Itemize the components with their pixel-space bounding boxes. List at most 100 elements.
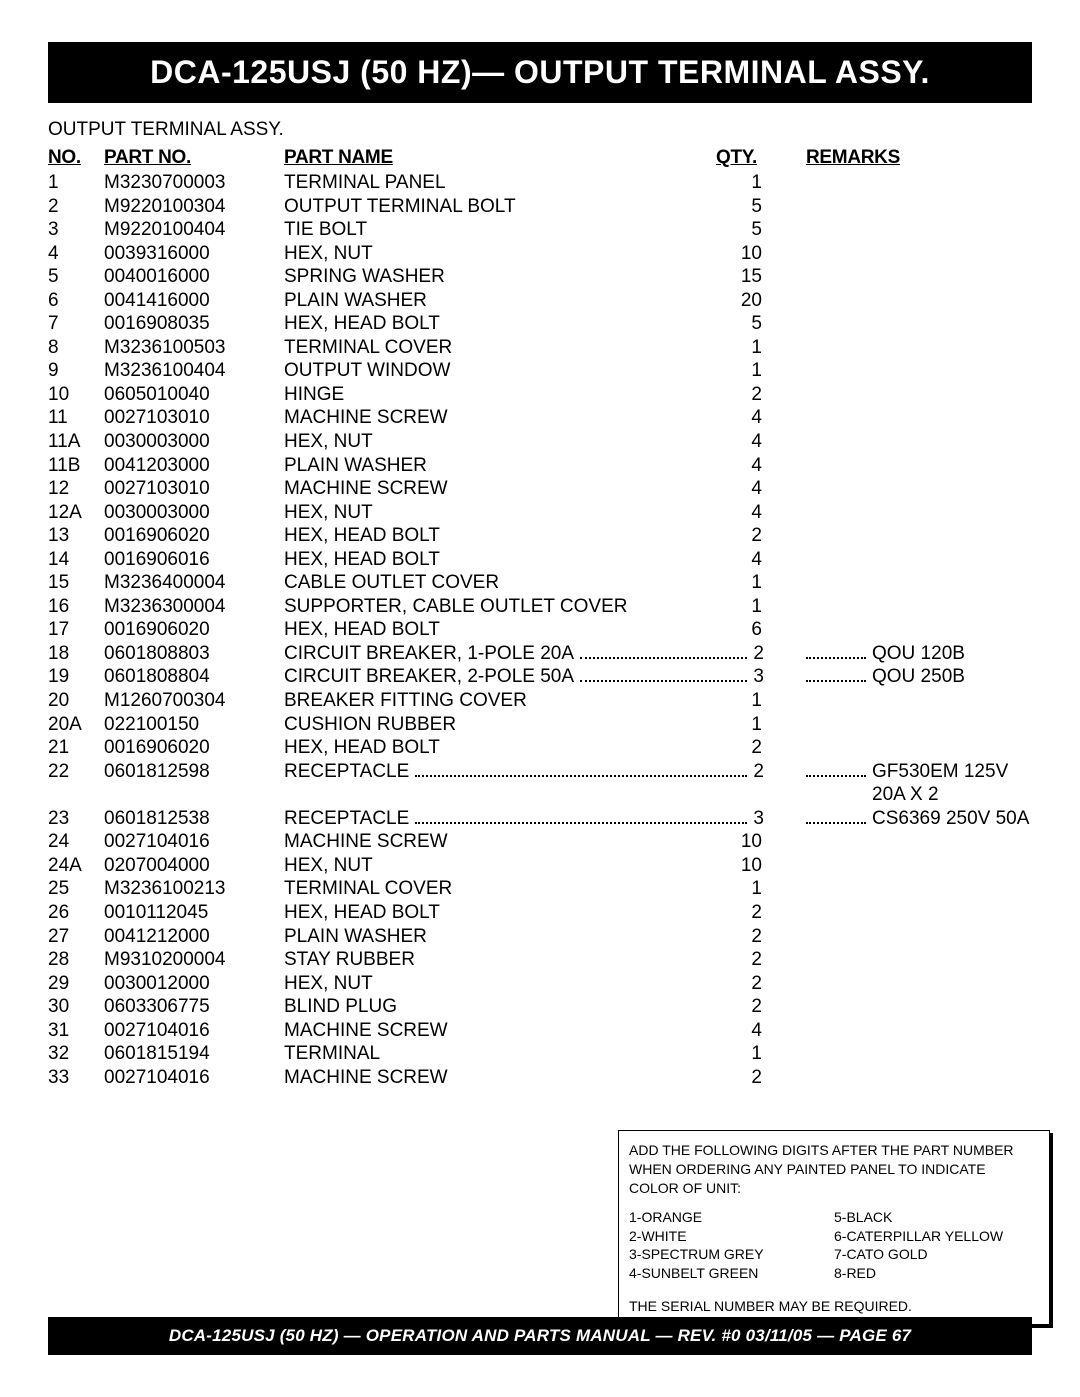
cell-remarks bbox=[764, 218, 1032, 242]
table-row: 260010112045HEX, HEAD BOLT2 bbox=[48, 901, 1032, 925]
cell-remarks bbox=[764, 948, 1032, 972]
col-no: NO. bbox=[48, 147, 104, 171]
cell-remarks bbox=[764, 501, 1032, 525]
col-qty: QTY. bbox=[716, 147, 764, 171]
cell-partno: 0016908035 bbox=[104, 312, 284, 336]
cell-partname: PLAIN WASHER bbox=[284, 454, 716, 478]
cell-remarks bbox=[764, 477, 1032, 501]
table-row: 130016906020HEX, HEAD BOLT2 bbox=[48, 524, 1032, 548]
cell-qty: 2 bbox=[716, 925, 764, 949]
cell-remarks bbox=[764, 713, 1032, 737]
cell-qty: 10 bbox=[716, 242, 764, 266]
table-row: 20A022100150CUSHION RUBBER1 bbox=[48, 713, 1032, 737]
table-row: 11B0041203000PLAIN WASHER4 bbox=[48, 454, 1032, 478]
table-row: 180601808803CIRCUIT BREAKER, 1-POLE 20A2… bbox=[48, 642, 1032, 666]
cell-remarks bbox=[764, 548, 1032, 572]
cell-qty: 1 bbox=[716, 171, 764, 195]
cell-remarks bbox=[764, 901, 1032, 925]
cell-partno: 0041212000 bbox=[104, 925, 284, 949]
cell-qty: 4 bbox=[716, 406, 764, 430]
cell-partname: SUPPORTER, CABLE OUTLET COVER bbox=[284, 595, 716, 619]
cell-no: 14 bbox=[48, 548, 104, 572]
cell-remarks bbox=[764, 524, 1032, 548]
table-row: 240027104016MACHINE SCREW10 bbox=[48, 830, 1032, 854]
cell-remarks bbox=[764, 595, 1032, 619]
footer-band: DCA-125USJ (50 HZ) — OPERATION AND PARTS… bbox=[48, 1317, 1032, 1355]
table-row: 8M3236100503TERMINAL COVER1 bbox=[48, 336, 1032, 360]
cell-partno: 0030003000 bbox=[104, 430, 284, 454]
cell-partname: TERMINAL COVER bbox=[284, 336, 716, 360]
cell-no: 16 bbox=[48, 595, 104, 619]
table-row: 12A0030003000HEX, NUT4 bbox=[48, 501, 1032, 525]
cell-qty: 5 bbox=[716, 195, 764, 219]
cell-remarks bbox=[764, 972, 1032, 996]
cell-partno: M3236100213 bbox=[104, 877, 284, 901]
table-row: 15M3236400004CABLE OUTLET COVER1 bbox=[48, 571, 1032, 595]
cell-partno: M9310200004 bbox=[104, 948, 284, 972]
table-row: 70016908035HEX, HEAD BOLT5 bbox=[48, 312, 1032, 336]
color-note-box: ADD THE FOLLOWING DIGITS AFTER THE PART … bbox=[618, 1130, 1050, 1325]
cell-no: 12A bbox=[48, 501, 104, 525]
table-row: 40039316000HEX, NUT10 bbox=[48, 242, 1032, 266]
cell-remarks bbox=[764, 1042, 1032, 1066]
cell-qty: 2 bbox=[716, 524, 764, 548]
cell-qty: 4 bbox=[716, 501, 764, 525]
cell-qty: 1 bbox=[716, 571, 764, 595]
table-row: 220601812598RECEPTACLE2GF530EM 125V 20A … bbox=[48, 760, 1032, 807]
note-color-item: 8-RED bbox=[834, 1264, 1039, 1283]
cell-no: 29 bbox=[48, 972, 104, 996]
table-row: 24A0207004000HEX, NUT10 bbox=[48, 854, 1032, 878]
col-partname: PART NAME bbox=[284, 147, 716, 171]
note-color-item: 7-CATO GOLD bbox=[834, 1245, 1039, 1264]
cell-qty: 2 bbox=[716, 1066, 764, 1090]
cell-partname: HEX, NUT bbox=[284, 854, 716, 878]
cell-no: 26 bbox=[48, 901, 104, 925]
cell-remarks bbox=[764, 571, 1032, 595]
cell-no: 21 bbox=[48, 736, 104, 760]
table-row: 210016906020HEX, HEAD BOLT2 bbox=[48, 736, 1032, 760]
cell-remarks bbox=[764, 265, 1032, 289]
cell-partname: HEX, NUT bbox=[284, 242, 716, 266]
cell-partno: 0027104016 bbox=[104, 1066, 284, 1090]
cell-partno: 022100150 bbox=[104, 713, 284, 737]
cell-qty: 2 bbox=[716, 736, 764, 760]
cell-partno: 0041203000 bbox=[104, 454, 284, 478]
note-colors-right: 5-BLACK6-CATERPILLAR YELLOW7-CATO GOLD8-… bbox=[834, 1208, 1039, 1284]
cell-partname: CABLE OUTLET COVER bbox=[284, 571, 716, 595]
cell-no: 2 bbox=[48, 195, 104, 219]
cell-partno: M3236300004 bbox=[104, 595, 284, 619]
footer-text: DCA-125USJ (50 HZ) — OPERATION AND PARTS… bbox=[169, 1326, 911, 1345]
cell-no: 24 bbox=[48, 830, 104, 854]
cell-remarks bbox=[764, 689, 1032, 713]
cell-qty: 5 bbox=[716, 218, 764, 242]
cell-no: 1 bbox=[48, 171, 104, 195]
cell-no: 28 bbox=[48, 948, 104, 972]
cell-partname: MACHINE SCREW bbox=[284, 1066, 716, 1090]
cell-partname: RECEPTACLE2 bbox=[284, 760, 764, 807]
cell-qty: 4 bbox=[716, 1019, 764, 1043]
note-colors-left: 1-ORANGE2-WHITE3-SPECTRUM GREY4-SUNBELT … bbox=[629, 1208, 834, 1284]
cell-no: 15 bbox=[48, 571, 104, 595]
cell-qty: 2 bbox=[716, 383, 764, 407]
cell-qty: 4 bbox=[716, 430, 764, 454]
col-remarks: REMARKS bbox=[764, 147, 1032, 171]
note-color-item: 3-SPECTRUM GREY bbox=[629, 1245, 834, 1264]
table-row: 300603306775BLIND PLUG2 bbox=[48, 995, 1032, 1019]
cell-no: 17 bbox=[48, 618, 104, 642]
cell-partno: 0039316000 bbox=[104, 242, 284, 266]
cell-qty: 2 bbox=[716, 901, 764, 925]
cell-no: 11B bbox=[48, 454, 104, 478]
cell-qty: 10 bbox=[716, 830, 764, 854]
note-intro: ADD THE FOLLOWING DIGITS AFTER THE PART … bbox=[629, 1141, 1039, 1198]
cell-remarks bbox=[764, 830, 1032, 854]
cell-qty: 6 bbox=[716, 618, 764, 642]
cell-qty: 1 bbox=[716, 877, 764, 901]
cell-partname: HEX, HEAD BOLT bbox=[284, 548, 716, 572]
cell-partno: 0605010040 bbox=[104, 383, 284, 407]
cell-partno: 0030003000 bbox=[104, 501, 284, 525]
cell-no: 11A bbox=[48, 430, 104, 454]
cell-remarks bbox=[764, 995, 1032, 1019]
cell-partno: M3236100404 bbox=[104, 359, 284, 383]
cell-qty: 1 bbox=[716, 595, 764, 619]
cell-no: 5 bbox=[48, 265, 104, 289]
